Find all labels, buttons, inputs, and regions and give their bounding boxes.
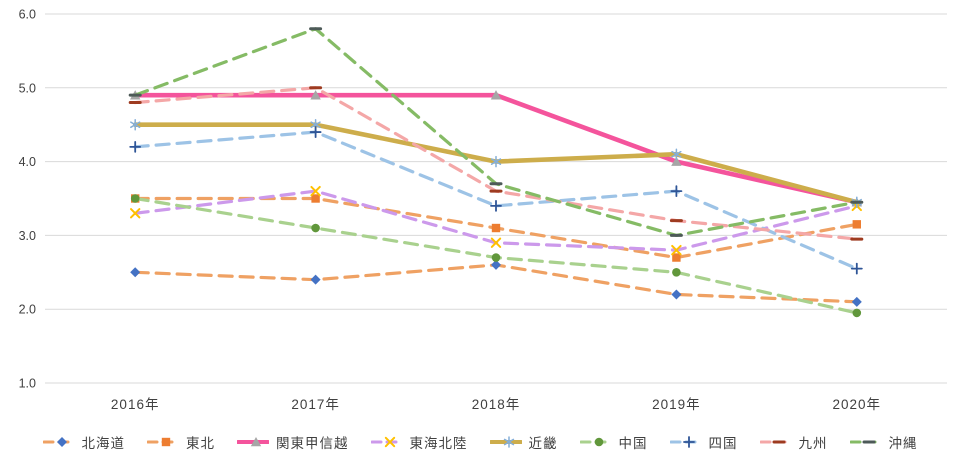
marker-circle-icon	[130, 194, 140, 203]
series-line-hokkaido	[133, 263, 859, 304]
legend-swatch-tokai-hokuriku	[370, 436, 403, 448]
legend-swatch-shikoku	[669, 436, 702, 448]
marker-diamond-icon	[310, 274, 321, 285]
marker-circle-icon	[852, 308, 862, 318]
legend-item-tohoku: 東北	[147, 432, 215, 452]
marker-x-icon	[490, 237, 502, 248]
marker-triangle-icon	[250, 437, 262, 447]
series-hokkaido	[130, 259, 862, 307]
series-line-shikoku	[133, 130, 859, 271]
legend-label-kanto-koshinetsu: 関東甲信越	[276, 436, 349, 451]
series-kinki	[130, 118, 862, 208]
legend-label-tokai-hokuriku: 東海北陸	[409, 436, 468, 451]
x-tick-label-0: 2016年	[111, 397, 160, 412]
marker-x-icon	[671, 244, 682, 256]
marker-x-icon	[384, 436, 395, 448]
y-tick-label-1.0: 1.0	[19, 377, 36, 391]
legend-item-tokai-hokuriku: 東海北陸	[370, 432, 468, 452]
marker-square-icon	[161, 437, 171, 447]
legend-label-okinawa: 沖縄	[888, 436, 918, 451]
legend-label-kyushu: 九州	[798, 436, 828, 451]
marker-asterisk-icon	[671, 150, 682, 158]
legend-swatch-okinawa	[849, 440, 882, 444]
marker-circle-icon	[491, 253, 501, 262]
chart-legend: 北海道 東北 関東甲信越 東海北陸 近畿 中国 四国 九州 沖縄	[0, 424, 960, 460]
marker-diamond-icon	[56, 437, 67, 447]
marker-diamond-icon	[851, 296, 862, 307]
marker-x-icon	[130, 208, 141, 219]
y-tick-label-2.0: 2.0	[19, 303, 36, 317]
marker-square-icon	[672, 253, 681, 262]
series-shikoku	[129, 126, 863, 275]
marker-square-icon	[311, 194, 320, 203]
marker-triangle-icon	[490, 90, 502, 100]
y-tick-label-4.0: 4.0	[19, 155, 36, 169]
legend-label-hokkaido: 北海道	[81, 436, 125, 451]
marker-diamond-icon	[130, 267, 141, 278]
x-tick-label-4: 2020年	[833, 397, 882, 412]
legend-swatch-kinki	[489, 436, 522, 448]
legend-swatch-tohoku	[147, 437, 179, 447]
marker-square-icon	[491, 223, 501, 233]
y-tick-label-3.0: 3.0	[19, 229, 36, 243]
y-tick-label-6.0: 6.0	[19, 8, 36, 22]
marker-circle-icon	[311, 223, 320, 233]
marker-asterisk-icon	[130, 121, 141, 129]
x-tick-label-1: 2017年	[291, 397, 340, 412]
series-kanto-koshinetsu	[130, 90, 862, 207]
legend-label-chugoku: 中国	[618, 436, 648, 451]
legend-item-okinawa: 沖縄	[849, 432, 918, 452]
legend-item-hokkaido: 北海道	[42, 432, 126, 452]
marker-asterisk-icon	[503, 438, 514, 446]
x-tick-label-3: 2019年	[652, 397, 701, 412]
legend-swatch-hokkaido	[42, 437, 75, 447]
marker-diamond-icon	[671, 289, 682, 300]
series-okinawa	[128, 27, 864, 237]
marker-asterisk-icon	[490, 158, 502, 165]
marker-circle-icon	[672, 268, 681, 277]
marker-circle-icon	[594, 437, 603, 447]
marker-triangle-icon	[671, 156, 682, 166]
line-chart-plot-area: 6.0 5.0 4.0 3.0 2.0 1.0 2016年 2017年 2018年 2019年 20…	[19, 8, 947, 412]
series-chugoku	[130, 194, 862, 318]
series-line-kanto-koshinetsu	[132, 92, 860, 205]
series-tokai-hokuriku	[130, 185, 862, 256]
legend-label-tohoku: 東北	[186, 436, 215, 451]
legend-label-kinki: 近畿	[528, 436, 558, 451]
legend-swatch-chugoku	[579, 437, 612, 447]
legend-item-shikoku: 四国	[669, 432, 738, 452]
series-kyushu	[128, 86, 864, 241]
legend-swatch-kyushu	[759, 440, 792, 444]
marker-square-icon	[852, 220, 861, 229]
marker-asterisk-icon	[310, 121, 321, 129]
marker-x-icon	[310, 185, 321, 197]
legend-swatch-kanto-koshinetsu	[237, 437, 269, 447]
legend-item-kyushu: 九州	[759, 432, 828, 452]
marker-triangle-icon	[310, 90, 321, 100]
y-tick-label-5.0: 5.0	[19, 81, 36, 95]
marker-diamond-icon	[491, 259, 501, 270]
legend-item-kanto-koshinetsu: 関東甲信越	[237, 432, 349, 452]
x-tick-label-2: 2018年	[472, 397, 521, 412]
legend-item-kinki: 近畿	[489, 432, 558, 452]
legend-label-shikoku: 四国	[708, 436, 738, 451]
legend-item-chugoku: 中国	[579, 432, 648, 452]
